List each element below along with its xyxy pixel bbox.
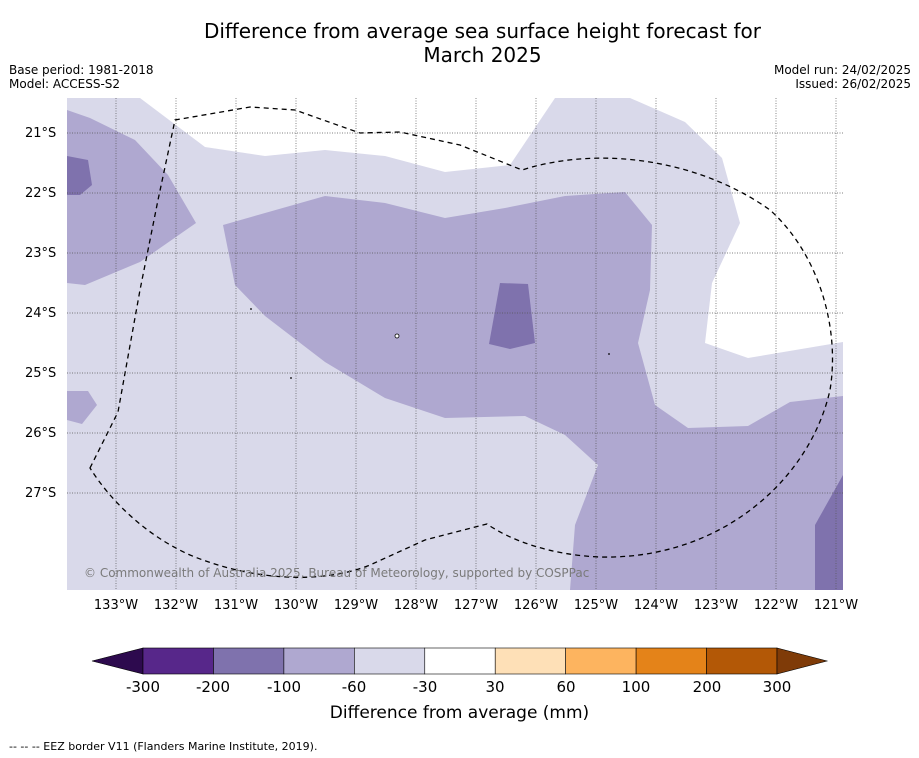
lon-label: 129°W xyxy=(333,598,379,613)
lon-label: 133°W xyxy=(93,598,139,613)
lon-label: 123°W xyxy=(693,598,739,613)
issued-date: Issued: 26/02/2025 xyxy=(795,77,911,91)
colorbar-tick-label: -300 xyxy=(125,678,161,696)
model-run: Model run: 24/02/2025 xyxy=(773,63,911,77)
colorbar-tick-label: -60 xyxy=(341,678,367,696)
island-marker xyxy=(394,333,400,339)
lon-label: 131°W xyxy=(213,598,259,613)
lon-label: 132°W xyxy=(153,598,199,613)
colorbar-segment xyxy=(565,647,637,675)
colorbar-segment xyxy=(635,647,707,675)
colorbar-segment xyxy=(142,647,214,675)
lat-label: 26°S xyxy=(25,426,57,441)
island-marker xyxy=(290,377,292,379)
lon-label: 128°W xyxy=(393,598,439,613)
title-line-1: Difference from average sea surface heig… xyxy=(203,19,762,43)
contour-band-200-100 xyxy=(489,283,535,349)
contour-band-200-100 xyxy=(67,156,92,195)
lon-label: 122°W xyxy=(753,598,799,613)
colorbar-tick-label: -200 xyxy=(195,678,231,696)
eez-footnote: -- -- -- EEZ border V11 (Flanders Marine… xyxy=(9,740,318,753)
contour-band-100-60 xyxy=(67,110,196,285)
colorbar-tick-label: -30 xyxy=(412,678,438,696)
title-line-2: March 2025 xyxy=(423,43,542,67)
colorbar xyxy=(91,647,829,675)
lat-label: 27°S xyxy=(25,486,57,501)
colorbar-segment xyxy=(283,647,355,675)
colorbar-tick-label: 300 xyxy=(762,678,792,696)
contour-band-100-60 xyxy=(67,391,97,424)
colorbar-over-arrow xyxy=(776,647,829,675)
colorbar-tick-label: 30 xyxy=(485,678,505,696)
map-contours xyxy=(67,98,843,590)
colorbar-under-arrow xyxy=(91,647,144,675)
colorbar-tick-label: 200 xyxy=(692,678,722,696)
island-marker xyxy=(250,308,252,310)
lon-label: 125°W xyxy=(573,598,619,613)
meta-right: Model run: 24/02/2025 Issued: 26/02/2025 xyxy=(774,63,911,91)
meta-left: Base period: 1981-2018 Model: ACCESS-S2 xyxy=(9,63,154,91)
colorbar-segment xyxy=(354,647,426,675)
lon-label: 121°W xyxy=(813,598,859,613)
base-period: Base period: 1981-2018 xyxy=(9,63,154,77)
lon-label: 127°W xyxy=(453,598,499,613)
lon-label: 126°W xyxy=(513,598,559,613)
colorbar-tick-label: -100 xyxy=(266,678,302,696)
graticule xyxy=(67,98,843,590)
colorbar-tick-label: 100 xyxy=(621,678,651,696)
colorbar-segment xyxy=(494,647,566,675)
colorbar-segment xyxy=(424,647,496,675)
lat-label: 24°S xyxy=(25,306,57,321)
lat-label: 25°S xyxy=(25,366,57,381)
colorbar-segment xyxy=(213,647,285,675)
lat-label: 23°S xyxy=(25,246,57,261)
lat-label: 22°S xyxy=(25,186,57,201)
island-marker xyxy=(608,353,610,355)
contour-band-100-60 xyxy=(223,192,843,590)
colorbar-segment xyxy=(706,647,778,675)
colorbar-title: Difference from average (mm) xyxy=(329,703,590,723)
page-title: Difference from average sea surface heig… xyxy=(0,19,919,67)
copyright-notice: © Commonwealth of Australia 2025, Bureau… xyxy=(84,566,590,580)
lat-label: 21°S xyxy=(25,126,57,141)
model-name: Model: ACCESS-S2 xyxy=(9,77,121,91)
colorbar-tick-label: 60 xyxy=(556,678,576,696)
lon-label: 130°W xyxy=(273,598,319,613)
lon-label: 124°W xyxy=(633,598,679,613)
